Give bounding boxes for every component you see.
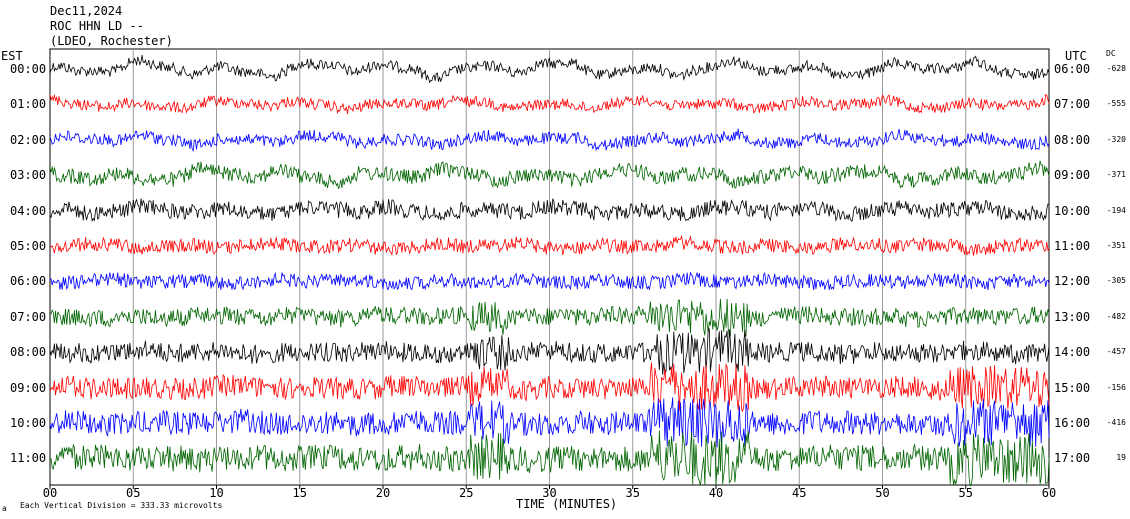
dc-row-value: -320	[1106, 134, 1126, 144]
utc-row-label: 12:00	[1054, 274, 1091, 289]
x-tick-label: 30	[542, 486, 556, 500]
est-row-label: 04:00	[10, 203, 47, 218]
est-row-label: 10:00	[10, 416, 47, 430]
dc-label: DC	[1106, 49, 1116, 58]
vertical-gridlines	[132, 49, 967, 485]
utc-row-label: 06:00	[1054, 62, 1091, 76]
est-row-label: 05:00	[10, 239, 47, 253]
trace-row-0700	[49, 298, 1050, 337]
utc-row-label: 08:00	[1054, 132, 1091, 147]
est-row-label: 03:00	[10, 168, 47, 183]
scale-note: Each Vertical Division = 333.33 microvol…	[20, 501, 223, 510]
dc-row-value: -482	[1106, 311, 1126, 321]
est-row-label: 06:00	[10, 274, 47, 289]
x-tick-label: 05	[126, 486, 140, 500]
trace-row-0200	[49, 128, 1050, 152]
seismic-traces	[49, 55, 1050, 487]
x-tick-label: 55	[959, 486, 973, 500]
x-tick-label: 15	[293, 486, 307, 500]
x-tick-label: 40	[709, 486, 723, 500]
trace-row-0300	[49, 160, 1050, 190]
dc-row-value: -628	[1106, 64, 1126, 73]
trace-row-0600	[49, 271, 1050, 291]
trace-row-0000	[49, 55, 1050, 84]
dc-row-value: -555	[1106, 99, 1126, 109]
x-tick-label: 00	[43, 486, 57, 500]
x-axis-ticks: 00 05 10 15 20 25 30 35 40 45 50 55 60	[43, 485, 1056, 500]
dc-row-value: -351	[1106, 241, 1126, 250]
trace-row-0800	[49, 328, 1050, 375]
dc-row-value: -156	[1106, 382, 1126, 392]
est-row-label: 02:00	[10, 132, 47, 147]
x-tick-label: 50	[875, 486, 889, 500]
est-row-label: 09:00	[10, 380, 47, 395]
trace-row-0900	[49, 362, 1050, 413]
x-tick-label: 45	[792, 486, 806, 500]
est-zone-label: EST	[1, 49, 23, 63]
utc-zone-label: UTC	[1065, 49, 1087, 63]
utc-row-label: 11:00	[1054, 239, 1091, 253]
dc-row-value: -371	[1106, 170, 1126, 180]
x-axis-label: TIME (MINUTES)	[516, 497, 618, 511]
utc-row-label: 17:00	[1054, 451, 1091, 466]
est-row-label: 01:00	[10, 97, 47, 112]
utc-row-label: 13:00	[1054, 309, 1091, 324]
x-tick-label: 10	[209, 486, 223, 500]
dc-row-value: -194	[1106, 205, 1126, 215]
est-row-label: 08:00	[10, 345, 47, 360]
est-row-label: 07:00	[10, 309, 47, 324]
utc-row-label: 09:00	[1054, 168, 1091, 183]
trace-row-1100	[49, 430, 1050, 487]
utc-row-label: 14:00	[1054, 345, 1091, 360]
trace-row-1000	[49, 397, 1050, 448]
corner-mark: a	[2, 504, 7, 513]
est-row-label: 00:00	[10, 62, 47, 76]
dc-row-value: -305	[1106, 276, 1126, 286]
utc-row-label: 10:00	[1054, 203, 1091, 218]
dc-row-value: -416	[1106, 418, 1126, 427]
utc-row-label: 15:00	[1054, 380, 1091, 395]
header-date: Dec11,2024	[50, 4, 123, 18]
header-network: (LDEO, Rochester)	[50, 34, 173, 48]
trace-row-0100	[49, 93, 1050, 115]
dc-row-value: -457	[1106, 347, 1126, 357]
trace-row-0400	[49, 198, 1050, 223]
utc-row-label: 07:00	[1054, 97, 1091, 112]
x-tick-label: 20	[376, 486, 390, 500]
trace-row-0500	[49, 234, 1050, 256]
header-station: ROC HHN LD --	[50, 19, 144, 33]
est-row-label: 11:00	[10, 451, 47, 466]
x-tick-label: 35	[626, 486, 640, 500]
utc-row-label: 16:00	[1054, 416, 1091, 430]
x-tick-label: 25	[459, 486, 473, 500]
dc-row-value: 19	[1116, 453, 1126, 463]
x-tick-label: 60	[1042, 486, 1056, 500]
